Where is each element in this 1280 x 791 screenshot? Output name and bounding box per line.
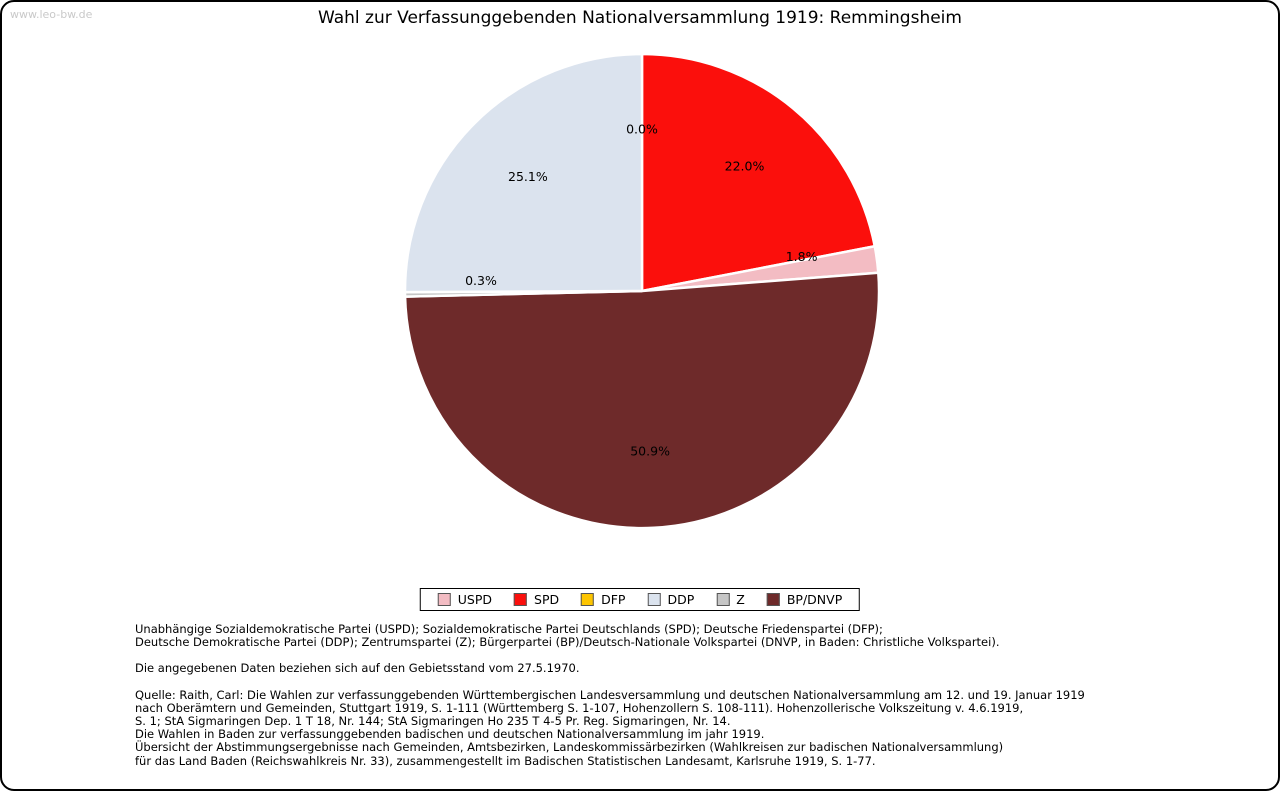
- pie-slice-spd: [640, 52, 876, 293]
- legend-item-bp-dnvp: BP/DNVP: [766, 592, 843, 607]
- pie-chart: 0.0% 22.0% 1.8% 50.9% 0.3% 25.1%: [403, 52, 881, 530]
- page-title: Wahl zur Verfassunggebenden Nationalvers…: [318, 8, 962, 28]
- footer-line: Deutsche Demokratische Partei (DDP); Zen…: [135, 635, 1000, 650]
- legend-item-ddp: DDP: [647, 592, 694, 607]
- legend-label-bp-dnvp: BP/DNVP: [786, 592, 843, 607]
- slice-percentage-label-z: 0.3%: [465, 273, 497, 288]
- slice-percentage-label-ddp: 25.1%: [508, 169, 548, 184]
- slice-percentage-label-dfp: 0.0%: [626, 122, 658, 137]
- legend-item-uspd: USPD: [437, 592, 493, 607]
- legend-item-spd: SPD: [514, 592, 559, 607]
- legend-label-z: Z: [736, 592, 745, 607]
- footer: Unabhängige Sozialdemokratische Partei (…: [135, 622, 1085, 781]
- legend-swatch-ddp: [647, 593, 661, 606]
- legend-swatch-uspd: [437, 593, 451, 606]
- legend-swatch-spd: [514, 593, 528, 606]
- watermark: www.leo-bw.de: [10, 8, 93, 21]
- slice-percentage-label-uspd: 1.8%: [786, 249, 818, 264]
- slice-percentage-label-bp-dnvp: 50.9%: [630, 443, 670, 458]
- slice-percentage-label-spd: 22.0%: [725, 158, 765, 173]
- pie-slice-bp-dnvp: [403, 271, 881, 530]
- legend-label-dfp: DFP: [601, 592, 626, 607]
- pie-slice-ddp: [403, 52, 644, 294]
- footer-line: für das Land Baden (Reichswahlkreis Nr. …: [135, 753, 876, 768]
- party-abbreviations-note: Unabhängige Sozialdemokratische Partei (…: [135, 622, 1085, 650]
- legend-label-spd: SPD: [534, 592, 560, 607]
- footer-line: Quelle: Raith, Carl: Die Wahlen zur verf…: [135, 687, 1085, 702]
- legend-label-uspd: USPD: [457, 592, 493, 607]
- source-note: Quelle: Raith, Carl: Die Wahlen zur verf…: [135, 687, 1085, 768]
- footer-line: nach Oberämtern und Gemeinden, Stuttgart…: [135, 700, 1024, 715]
- footer-line: Übersicht der Abstimmungsergebnisse nach…: [135, 740, 1004, 755]
- legend-item-z: Z: [716, 592, 745, 607]
- footer-line: S. 1; StA Sigmaringen Dep. 1 T 18, Nr. 1…: [135, 714, 731, 729]
- legend-swatch-dfp: [581, 593, 595, 606]
- footer-line: Die Wahlen in Baden zur verfassunggebend…: [135, 727, 765, 742]
- legend-swatch-bp-dnvp: [766, 593, 780, 606]
- footer-line: Die angegebenen Daten beziehen sich auf …: [135, 661, 580, 676]
- legend-swatch-z: [716, 593, 730, 606]
- legend: USPD SPD DFP DDP Z BP/DNVP: [419, 588, 861, 611]
- footer-line: Unabhängige Sozialdemokratische Partei (…: [135, 622, 883, 636]
- legend-label-ddp: DDP: [667, 592, 695, 607]
- data-status-note: Die angegebenen Daten beziehen sich auf …: [135, 662, 1085, 675]
- legend-item-dfp: DFP: [581, 592, 625, 607]
